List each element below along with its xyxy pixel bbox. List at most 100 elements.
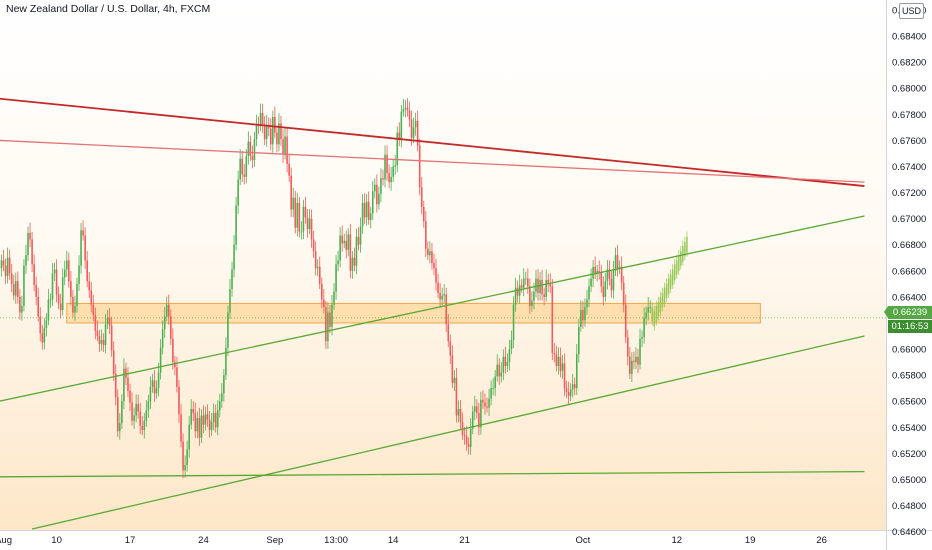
candle-down bbox=[616, 255, 619, 269]
candle-down bbox=[529, 286, 531, 307]
projection-candle bbox=[675, 260, 678, 275]
projection-candle bbox=[677, 255, 680, 271]
candle-down bbox=[482, 399, 484, 403]
candle-up bbox=[184, 465, 186, 471]
candle-up bbox=[400, 111, 403, 140]
candle-down bbox=[116, 397, 119, 432]
candle-up bbox=[588, 286, 590, 300]
candle-down bbox=[376, 184, 378, 205]
candle-down bbox=[567, 392, 570, 396]
candle-up bbox=[255, 124, 258, 140]
candle-down bbox=[459, 409, 462, 423]
candle-down bbox=[110, 325, 113, 351]
candle-down bbox=[451, 355, 454, 383]
candle-down bbox=[82, 230, 84, 236]
candle-up bbox=[490, 388, 492, 399]
candle-up bbox=[43, 328, 46, 343]
y-tick-label: 0.66000 bbox=[892, 345, 926, 356]
candle-down bbox=[59, 303, 62, 310]
candle-up bbox=[188, 424, 190, 450]
candle-up bbox=[21, 306, 23, 313]
candle-up bbox=[414, 120, 417, 128]
candle-down bbox=[206, 414, 209, 420]
candle-up bbox=[247, 141, 250, 157]
candle-down bbox=[304, 206, 307, 218]
horizontal-support-line[interactable] bbox=[0, 470, 865, 478]
candle-up bbox=[331, 304, 333, 327]
candle-up bbox=[545, 279, 547, 297]
candle-up bbox=[259, 113, 262, 127]
candle-down bbox=[137, 403, 139, 412]
candle-down bbox=[98, 336, 101, 344]
candle-up bbox=[584, 307, 586, 321]
candle-up bbox=[61, 277, 64, 310]
candle-down bbox=[174, 362, 176, 368]
candle-up bbox=[80, 230, 82, 266]
candle-down bbox=[4, 265, 7, 277]
candle-up bbox=[508, 349, 511, 363]
candle-up bbox=[471, 411, 474, 429]
candle-up bbox=[580, 309, 582, 327]
y-tick-label: 0.66800 bbox=[892, 240, 926, 251]
projection-candle bbox=[684, 242, 686, 257]
projection-candle bbox=[657, 302, 660, 317]
candle-down bbox=[543, 294, 545, 297]
candle-up bbox=[296, 202, 299, 228]
y-tick-label: 0.67600 bbox=[892, 136, 926, 147]
candle-down bbox=[72, 296, 74, 313]
projection-candle bbox=[665, 283, 668, 299]
candle-up bbox=[604, 281, 607, 297]
candle-down bbox=[198, 418, 201, 438]
candle-up bbox=[196, 418, 199, 432]
candle-up bbox=[492, 388, 494, 389]
resistance-trendline-secondary[interactable] bbox=[0, 139, 865, 183]
candle-down bbox=[445, 294, 448, 325]
y-tick-label: 0.65000 bbox=[892, 475, 926, 486]
candle-down bbox=[276, 132, 278, 145]
candle-up bbox=[245, 156, 248, 177]
candle-down bbox=[282, 139, 284, 155]
candle-down bbox=[388, 173, 390, 183]
candle-down bbox=[629, 356, 631, 374]
candle-down bbox=[594, 266, 596, 274]
candle-down bbox=[39, 316, 42, 334]
candle-down bbox=[312, 239, 315, 252]
candle-up bbox=[380, 178, 382, 194]
candle-down bbox=[2, 260, 5, 266]
candle-up bbox=[235, 205, 237, 245]
candle-up bbox=[592, 266, 594, 279]
candle-down bbox=[263, 124, 266, 140]
candle-down bbox=[68, 260, 70, 282]
resistance-trendline-main[interactable] bbox=[0, 97, 865, 187]
candle-up bbox=[76, 283, 78, 307]
candle-up bbox=[612, 270, 615, 291]
candle-down bbox=[112, 350, 115, 374]
candle-up bbox=[502, 356, 505, 373]
candle-up bbox=[106, 317, 109, 325]
candle-down bbox=[449, 341, 452, 356]
candle-down bbox=[551, 286, 554, 353]
candle-up bbox=[647, 307, 649, 313]
candle-up bbox=[143, 420, 146, 430]
candle-up bbox=[533, 291, 535, 301]
channel-lower-trendline[interactable] bbox=[31, 335, 865, 530]
candle-down bbox=[243, 174, 246, 177]
channel-upper-trendline[interactable] bbox=[0, 215, 865, 402]
currency-selector[interactable]: USD bbox=[899, 3, 924, 19]
candle-up bbox=[514, 287, 517, 305]
candle-down bbox=[486, 406, 488, 408]
projection-candle bbox=[661, 292, 664, 308]
y-tick-label: 0.64800 bbox=[892, 501, 926, 512]
candle-down bbox=[31, 239, 33, 265]
candle-up bbox=[216, 410, 219, 428]
price-axis-panel[interactable] bbox=[886, 0, 932, 550]
candle-up bbox=[561, 363, 564, 372]
candle-up bbox=[575, 354, 578, 389]
candle-down bbox=[141, 425, 144, 430]
candle-down bbox=[249, 141, 252, 157]
candle-up bbox=[488, 398, 490, 408]
candle-up bbox=[300, 231, 303, 233]
candle-down bbox=[633, 360, 635, 363]
